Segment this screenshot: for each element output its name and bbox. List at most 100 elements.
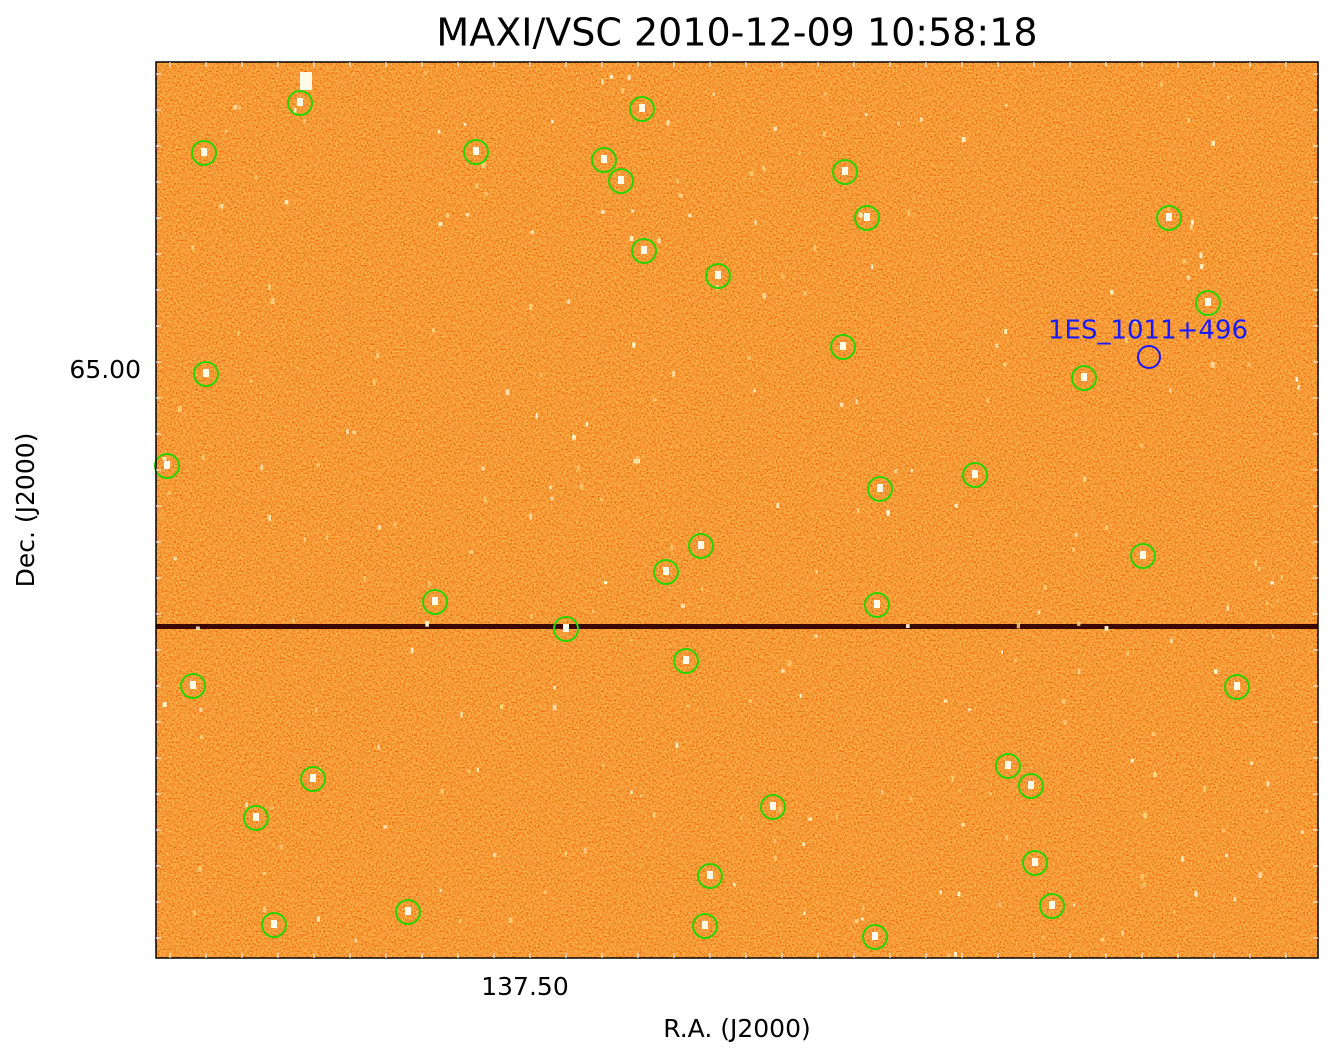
- speckle: [376, 352, 380, 359]
- y-axis-label: Dec. (J2000): [11, 433, 40, 588]
- speckle: [465, 213, 470, 217]
- speckle: [739, 816, 743, 821]
- source-marker: [1018, 773, 1044, 799]
- speckle: [1233, 896, 1236, 902]
- speckle: [377, 744, 380, 750]
- speckle: [961, 136, 966, 142]
- speckle: [535, 413, 538, 419]
- speckle: [733, 883, 736, 887]
- speckle: [193, 909, 196, 916]
- bright-spot: [683, 656, 689, 664]
- source-marker: [1156, 205, 1182, 231]
- source-markers: [154, 90, 1250, 950]
- speckle: [475, 183, 479, 189]
- speckle: [505, 389, 510, 396]
- speckle: [749, 171, 754, 177]
- speckle: [864, 113, 868, 117]
- speckle: [162, 702, 167, 708]
- bright-spot: [1205, 298, 1211, 306]
- source-marker: [287, 90, 313, 116]
- bright-spot: [563, 624, 569, 632]
- source-label: 1ES_1011+496: [1048, 316, 1248, 346]
- speckle: [1041, 935, 1045, 940]
- speckle: [802, 291, 807, 296]
- speckle: [822, 131, 826, 137]
- bright-spot: [253, 813, 259, 821]
- speckle: [601, 764, 605, 768]
- speckle: [1130, 758, 1134, 763]
- bright-spot: [1166, 213, 1172, 221]
- speckle: [1074, 533, 1078, 537]
- speckle: [1265, 601, 1269, 606]
- speckle: [1258, 872, 1263, 878]
- speckle: [460, 711, 463, 718]
- source-marker: [1071, 365, 1097, 391]
- speckle: [267, 284, 271, 290]
- ticks: [156, 62, 1318, 958]
- speckle: [410, 647, 414, 654]
- speckle: [803, 911, 806, 915]
- speckle: [635, 456, 639, 463]
- source-marker: [154, 453, 180, 479]
- speckle: [854, 919, 859, 923]
- bright-spot: [601, 155, 607, 163]
- speckle: [1182, 258, 1187, 264]
- speckle: [383, 825, 388, 829]
- bright-spot: [1005, 761, 1011, 769]
- speckle: [592, 609, 595, 614]
- speckle: [858, 212, 863, 218]
- speckle: [492, 853, 497, 858]
- source-marker: [591, 147, 617, 173]
- speckle: [670, 544, 674, 551]
- speckle: [860, 917, 864, 921]
- bright-spot: [1234, 682, 1240, 690]
- speckle: [897, 121, 900, 125]
- speckle: [584, 847, 587, 854]
- speckle: [579, 483, 584, 490]
- speckle: [466, 769, 471, 773]
- speckle: [787, 660, 792, 667]
- speckle: [813, 245, 816, 251]
- bright-spot: [707, 871, 713, 879]
- source-marker: [697, 863, 723, 889]
- speckle: [986, 397, 990, 404]
- bright-spot: [190, 681, 196, 689]
- speckle: [627, 75, 631, 80]
- speckle: [601, 79, 604, 85]
- bright-spot: [405, 907, 411, 915]
- speckle: [989, 792, 992, 796]
- speckle: [906, 624, 910, 629]
- source-marker: [705, 263, 731, 289]
- speckle: [672, 371, 675, 377]
- speckle: [1265, 809, 1268, 814]
- speckle: [162, 456, 167, 461]
- speckle: [680, 603, 685, 609]
- speckle: [1187, 117, 1191, 123]
- speckle: [1189, 224, 1193, 230]
- speckle: [1003, 362, 1007, 367]
- speckle: [572, 434, 576, 440]
- speckle: [631, 209, 635, 213]
- bright-spot: [972, 470, 978, 478]
- bright-spot: [1032, 858, 1038, 866]
- speckle: [1276, 598, 1279, 603]
- speckle: [270, 298, 275, 304]
- source-marker: [1022, 850, 1048, 876]
- speckle: [639, 794, 642, 798]
- speckle: [629, 236, 634, 242]
- speckle: [199, 707, 203, 712]
- speckle: [762, 293, 766, 299]
- speckle: [552, 704, 557, 711]
- speckle: [652, 812, 656, 818]
- speckle: [544, 890, 547, 895]
- speckle: [530, 613, 533, 619]
- speckle: [894, 469, 898, 473]
- speckle: [686, 704, 690, 708]
- speckle: [657, 238, 661, 244]
- source-marker: [688, 533, 714, 559]
- source-marker: [962, 462, 988, 488]
- speckle: [1210, 361, 1215, 368]
- speckle: [529, 513, 532, 520]
- speckle: [315, 707, 318, 712]
- speckle: [363, 576, 367, 583]
